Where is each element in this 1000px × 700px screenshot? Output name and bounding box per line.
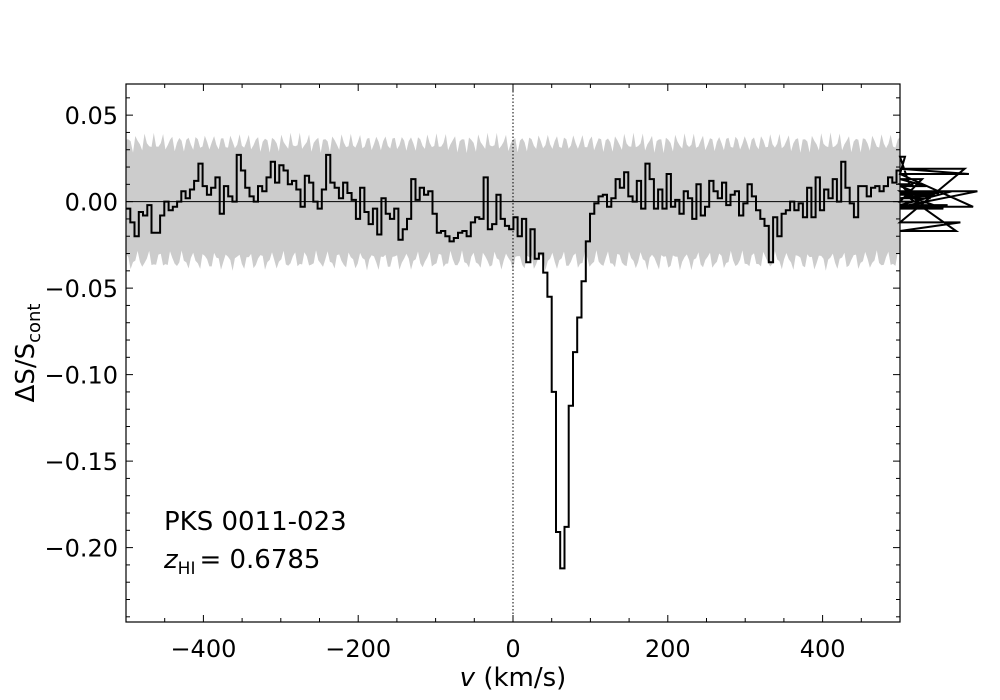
y-tick-label: 0.05 — [65, 102, 118, 130]
y-tick-label: −0.05 — [44, 275, 118, 303]
plot-frame — [125, 83, 901, 623]
y-axis-sub: cont — [24, 304, 45, 343]
redshift-symbol: z — [163, 545, 179, 575]
x-axis-label: v (km/s) — [460, 663, 567, 693]
spectrum-series — [126, 153, 978, 570]
spectrum-step-line — [126, 153, 978, 570]
redshift-sub: HI — [178, 559, 196, 579]
tick-labels: −400 −200 0 200 400 0.05 0.00 −0.05 −0.10 −0.15 −0… — [44, 102, 845, 663]
redshift-label: zHI = 0.6785 — [163, 545, 320, 579]
x-axis-variable: v — [460, 663, 476, 693]
x-tick-label: 0 — [505, 635, 520, 663]
axis-ticks — [125, 84, 901, 622]
y-tick-label: −0.15 — [44, 448, 118, 476]
redshift-value: = 0.6785 — [199, 545, 320, 575]
source-name: PKS 0011-023 — [164, 507, 347, 537]
y-tick-label: −0.20 — [44, 535, 118, 563]
y-tick-label: −0.10 — [44, 362, 118, 390]
x-tick-label: 200 — [645, 635, 691, 663]
x-tick-label: 400 — [800, 635, 846, 663]
y-axis-main: ΔS/S — [11, 343, 41, 403]
x-axis-unit: (km/s) — [483, 663, 566, 693]
x-tick-label: −400 — [170, 635, 236, 663]
y-axis-label: ΔS/Scont — [11, 304, 45, 403]
y-tick-label: 0.00 — [65, 189, 118, 217]
x-tick-label: −200 — [325, 635, 391, 663]
